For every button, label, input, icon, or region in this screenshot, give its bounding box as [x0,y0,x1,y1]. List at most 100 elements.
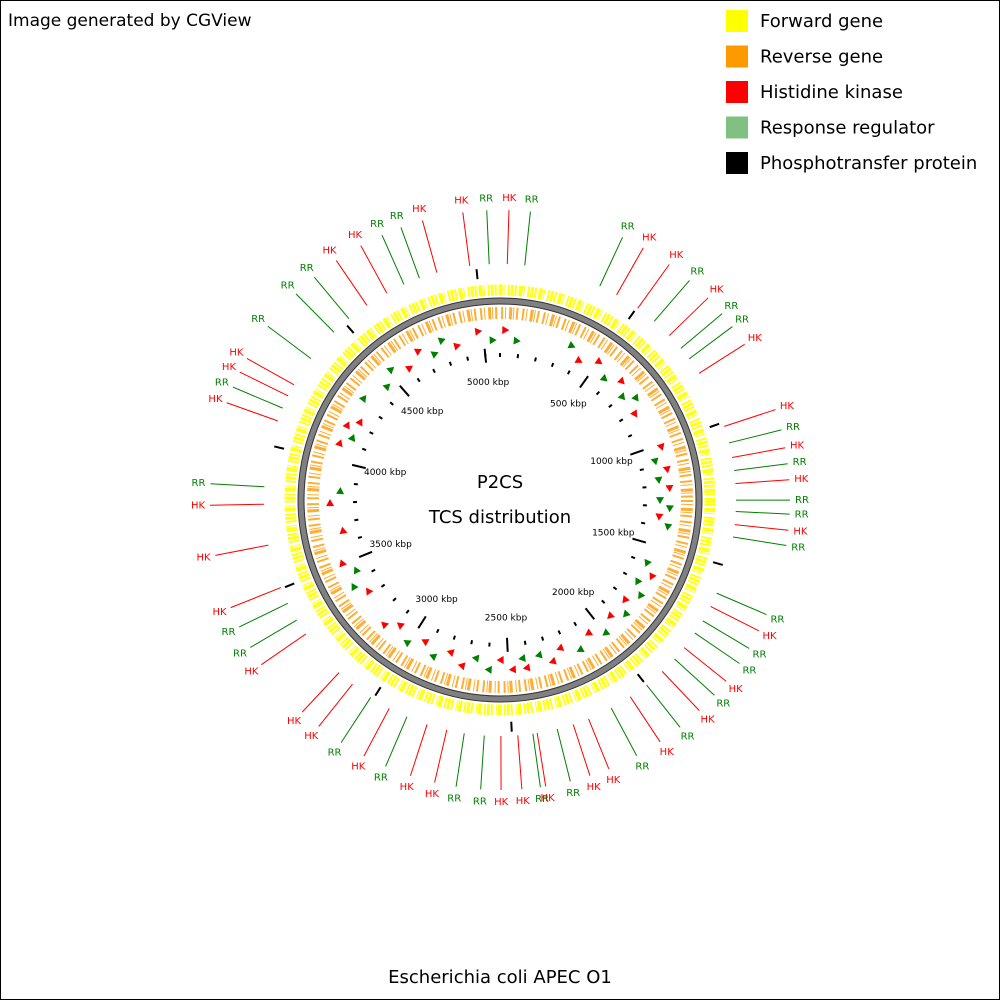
label-leader [455,733,465,787]
label-leader [646,684,681,728]
label-leader [246,357,295,386]
tcs-label: RR [479,193,493,204]
tcs-marker [594,356,603,365]
tcs-label: HK [541,793,556,804]
tcs-label: RR [786,422,800,433]
outer-tick [627,310,636,320]
tcs-label: RR [791,542,805,553]
tcs-marker [453,342,462,351]
label-leader [668,297,709,336]
tcs-label: HK [425,789,440,800]
label-leader [421,220,438,273]
tcs-marker [382,383,391,392]
backbone-edge [303,303,697,697]
label-leader [661,671,700,711]
legend-label: Phosphotransfer protein [760,153,977,174]
tcs-marker [548,656,557,665]
tcs-marker [355,418,363,427]
tcs-marker [649,572,657,581]
tcs-label: HK [701,714,716,725]
major-tick [630,449,644,456]
tcs-marker [629,409,638,418]
label-leader [250,619,298,648]
minor-tick [557,630,562,635]
tcs-label: HK [642,232,657,243]
tcs-marker [654,476,663,484]
tcs-marker [421,639,430,647]
label-leader [698,343,745,374]
tcs-label: RR [724,301,738,312]
tcs-marker [351,583,359,592]
tcs-marker [607,611,615,619]
label-leader [610,707,638,756]
tcs-label: HK [348,230,363,241]
outer-tick [712,561,724,566]
tcs-marker [471,654,480,663]
minor-tick [416,377,421,383]
tcs-marker [342,421,350,430]
outer-tick [284,582,295,589]
center-subtitle: TCS distribution [428,507,571,528]
tcs-marker [617,392,626,401]
label-leader [340,697,372,743]
tcs-label: RR [300,263,314,274]
label-leader [629,696,661,743]
label-leader [318,683,353,727]
tcs-label: HK [222,362,237,373]
minor-tick [541,636,545,641]
major-tick [584,607,596,620]
legend-swatch [726,45,748,68]
tcs-marker [534,650,543,659]
major-tick [579,375,589,389]
tcs-marker [635,577,643,586]
tcs-marker [656,442,665,451]
tcs-marker [429,653,438,662]
tcs-label: RR [525,195,539,206]
label-leader [434,729,448,783]
tcs-marker [656,497,665,505]
label-leader [588,718,610,770]
center-title: P2CS [477,472,523,493]
tick-label: 2500 kbp [485,613,528,623]
tcs-label: HK [587,782,602,793]
minor-tick [378,415,383,420]
tcs-label: RR [370,219,384,230]
credit: Image generated by CGView [8,11,252,31]
tcs-marker [574,355,583,363]
label-leader [688,326,733,360]
tcs-label: HK [748,333,763,344]
label-leader [230,587,282,609]
backbone-ring [298,298,702,702]
label-leader [716,592,767,616]
tcs-marker [437,337,446,346]
label-leader [524,211,531,266]
minor-tick [389,401,394,406]
tcs-marker [353,566,362,575]
tick-label: 1500 kbp [592,529,635,539]
tcs-label: RR [281,280,295,291]
tcs-label: HK [323,246,338,257]
label-leader [616,247,644,296]
minor-tick [601,599,606,604]
major-tick [632,537,647,544]
tcs-label: HK [790,441,805,452]
tcs-marker [457,662,466,671]
label-leader [735,511,790,515]
tcs-label: RR [215,377,229,388]
tcs-marker [502,325,510,334]
tcs-label: HK [208,394,223,405]
major-tick [399,385,410,397]
label-leader [381,234,405,285]
legend-swatch [726,81,748,103]
minor-tick [534,357,537,362]
tcs-marker [403,640,412,648]
tick-label: 3500 kbp [369,540,412,550]
tcs-label: RR [473,796,487,807]
label-leader [734,463,788,471]
label-leader [360,245,388,294]
tcs-marker [335,439,343,448]
tcs-marker [513,336,521,345]
legend-label: Histidine kinase [760,82,903,103]
major-tick [358,550,373,559]
label-leader [599,236,624,287]
